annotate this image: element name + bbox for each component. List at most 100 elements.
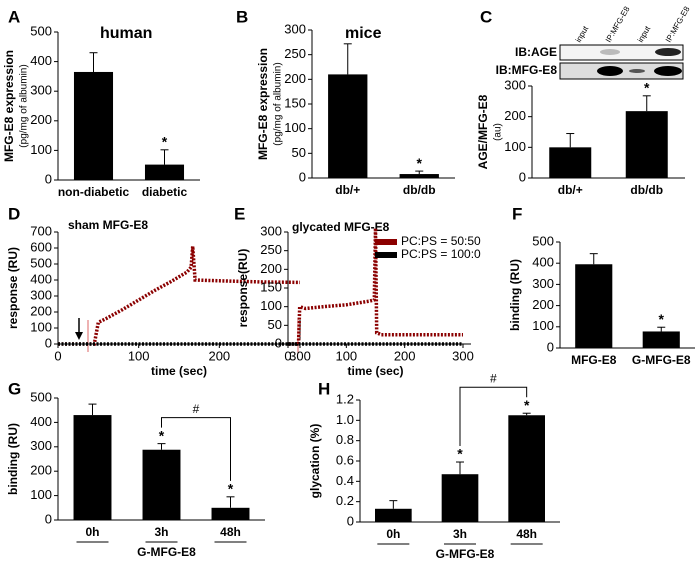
panel-title: sham MFG-E8: [68, 218, 148, 232]
significance-star: *: [228, 481, 234, 497]
blot-row: [559, 44, 684, 61]
bar: [211, 507, 250, 520]
x-tick-label: 300: [289, 348, 311, 363]
y-tick-label: 0: [519, 169, 526, 184]
y-tick-label: 400: [532, 255, 554, 270]
legend-swatch: [375, 252, 397, 258]
bar: [625, 111, 668, 178]
x-tick-label: 100: [335, 348, 357, 363]
x-tick-label: 0: [284, 348, 291, 363]
panel-title: mice: [345, 25, 382, 42]
y-tick-label: 600: [30, 239, 52, 254]
y-tick-label: 50: [268, 317, 282, 332]
y-tick-label: 1.0: [336, 412, 354, 427]
x-tick-label: 0h: [85, 525, 99, 539]
significance-star: *: [457, 446, 463, 462]
arrow-head: [75, 332, 83, 340]
y-tick-label: 0: [347, 513, 354, 528]
y-tick-label: 0.8: [336, 432, 354, 447]
panel-letter: B: [236, 7, 248, 26]
x-tick-label: 48h: [220, 525, 241, 539]
y-tick-label: 150: [284, 95, 306, 110]
panel-letter: E: [234, 204, 245, 223]
blot-band: [597, 66, 623, 76]
significance-star: *: [659, 311, 665, 327]
y-tick-label: 200: [30, 112, 52, 127]
y-tick-label: 100: [260, 298, 282, 313]
x-tick-label: db/db: [630, 183, 663, 197]
panel-title: human: [100, 25, 152, 42]
y-axis-label: AGE/MFG-E8: [476, 94, 490, 169]
x-tick-label: 48h: [516, 527, 537, 541]
y-tick-label: 100: [284, 120, 306, 135]
x-tick-label: 0: [54, 348, 61, 363]
x-tick-label: diabetic: [142, 185, 188, 199]
y-tick-label: 200: [504, 108, 526, 123]
blot-band: [655, 48, 681, 56]
bracket-label: #: [193, 402, 200, 416]
bar: [73, 415, 112, 520]
y-tick-label: 300: [284, 21, 306, 36]
blot-lane-label: IP:MFG-E8: [604, 4, 632, 44]
y-tick-label: 500: [30, 389, 52, 404]
blot-row-label: IB:MFG-E8: [496, 63, 558, 77]
blot: IB:AGE IB:MFG-E8 input IP:MFG-E8 input I…: [496, 4, 692, 80]
x-tick-label: 300: [452, 348, 474, 363]
bar: [549, 147, 592, 178]
blot-row-label: IB:AGE: [515, 45, 557, 59]
bar: [73, 71, 114, 180]
x-tick-label: db/db: [403, 183, 436, 197]
y-tick-label: 0: [45, 171, 52, 186]
bracket: [161, 417, 231, 481]
y-tick-label: 100: [30, 487, 52, 502]
y-tick-label: 300: [532, 276, 554, 291]
y-tick-label: 400: [30, 414, 52, 429]
y-tick-label: 0.4: [336, 473, 354, 488]
y-axis-label: MFG-E8 expression: [2, 50, 16, 162]
bracket-label: #: [490, 371, 497, 385]
bar: [642, 331, 680, 348]
blot-lane-label: input: [574, 24, 591, 44]
y-tick-label: 500: [532, 233, 554, 248]
y-tick-label: 100: [504, 139, 526, 154]
y-tick-label: 50: [292, 145, 306, 160]
bar: [142, 449, 181, 520]
bar: [441, 474, 479, 522]
y-tick-label: 100: [30, 319, 52, 334]
y-tick-label: 250: [260, 242, 282, 257]
y-axis-label: glycation (%): [308, 424, 322, 499]
panel-letter: H: [318, 379, 330, 398]
x-tick-label: 3h: [154, 525, 168, 539]
x-axis-label: G-MFG-E8: [436, 547, 495, 561]
y-axis-label: MFG-E8 expression: [256, 48, 270, 160]
y-tick-label: 200: [30, 463, 52, 478]
bar: [508, 415, 545, 522]
blot-band: [600, 49, 620, 55]
panel-title: glycated MFG-E8: [292, 220, 390, 234]
y-axis-label: binding (RU): [508, 259, 522, 331]
y-tick-label: 200: [30, 303, 52, 318]
y-tick-label: 0: [45, 511, 52, 526]
y-tick-label: 300: [30, 438, 52, 453]
y-tick-label: 0.2: [336, 493, 354, 508]
y-tick-label: 0: [45, 335, 52, 350]
y-tick-label: 100: [532, 318, 554, 333]
blot-lane-label: IP:MFG-E8: [664, 4, 692, 44]
bar: [328, 74, 368, 178]
series-line: [288, 228, 463, 346]
bar: [575, 264, 613, 348]
legend-label: PC:PS = 50:50: [401, 234, 481, 248]
y-tick-label: 500: [30, 23, 52, 38]
y-tick-label: 300: [30, 287, 52, 302]
y-tick-label: 0: [299, 169, 306, 184]
y-tick-label: 250: [284, 46, 306, 61]
x-tick-label: db/+: [558, 183, 583, 197]
significance-star: *: [162, 134, 168, 150]
y-tick-label: 1.2: [336, 391, 354, 406]
x-tick-label: 100: [128, 348, 150, 363]
y-tick-label: 200: [260, 261, 282, 276]
series-line: [58, 246, 301, 346]
y-tick-label: 300: [30, 83, 52, 98]
bar: [144, 164, 185, 180]
